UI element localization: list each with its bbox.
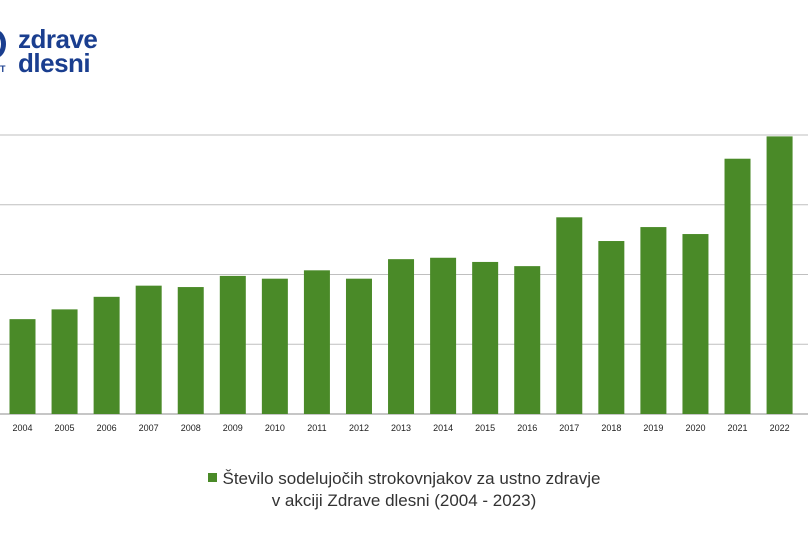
bar-2010 bbox=[261, 278, 288, 414]
bar-2006 bbox=[93, 296, 120, 414]
bar-2012 bbox=[345, 278, 372, 414]
x-tick-label-2008: 2008 bbox=[181, 423, 201, 433]
brand-logo: T zdrave dlesni bbox=[0, 24, 120, 80]
bar-2005 bbox=[51, 309, 78, 414]
logo-word-2: dlesni bbox=[18, 48, 91, 78]
bar-2022 bbox=[766, 136, 793, 414]
x-tick-label-2004: 2004 bbox=[12, 423, 32, 433]
x-tick-label-2021: 2021 bbox=[728, 423, 748, 433]
logo-small-text: T bbox=[0, 64, 6, 74]
x-tick-label-2005: 2005 bbox=[55, 423, 75, 433]
x-tick-label-2014: 2014 bbox=[433, 423, 453, 433]
bar-2019 bbox=[640, 227, 667, 414]
x-tick-label-2015: 2015 bbox=[475, 423, 495, 433]
legend-line-2: v akciji Zdrave dlesni (2004 - 2023) bbox=[271, 491, 537, 510]
x-tick-label-2017: 2017 bbox=[559, 423, 579, 433]
bar-2009 bbox=[219, 275, 246, 414]
bar-2013 bbox=[388, 259, 415, 414]
x-tick-label-2020: 2020 bbox=[685, 423, 705, 433]
bar-2015 bbox=[472, 261, 499, 414]
x-tick-label-2016: 2016 bbox=[517, 423, 537, 433]
bar-2014 bbox=[430, 257, 457, 414]
bar-2016 bbox=[514, 266, 541, 414]
bar-2017 bbox=[556, 217, 583, 414]
legend-line-1: Število sodelujočih strokovnjakov za ust… bbox=[0, 468, 808, 490]
logo-word-1: zdrave bbox=[18, 24, 98, 54]
x-tick-labels: 2004 2005 2006 2007 2008 2009 2010 2011 2012 2013… bbox=[12, 423, 789, 433]
bars bbox=[9, 136, 793, 414]
x-tick-label-2018: 2018 bbox=[601, 423, 621, 433]
bar-2021 bbox=[724, 158, 751, 414]
x-tick-label-2011: 2011 bbox=[307, 423, 326, 433]
bar-2008 bbox=[177, 287, 204, 414]
x-tick-label-2022: 2022 bbox=[770, 423, 790, 433]
bar-2011 bbox=[303, 270, 330, 414]
x-tick-label-2013: 2013 bbox=[391, 423, 411, 433]
bar-2004 bbox=[9, 319, 36, 414]
bar-2007 bbox=[135, 285, 162, 414]
legend-text-1: Število sodelujočih strokovnjakov za ust… bbox=[222, 469, 601, 488]
bar-chart: 2004 2005 2006 2007 2008 2009 2010 2011 2012 2013… bbox=[0, 134, 808, 433]
x-tick-label-2010: 2010 bbox=[265, 423, 285, 433]
bar-2018 bbox=[598, 241, 625, 414]
bar-2020 bbox=[682, 234, 709, 414]
x-tick-label-2019: 2019 bbox=[643, 423, 663, 433]
x-tick-label-2009: 2009 bbox=[223, 423, 243, 433]
x-tick-label-2007: 2007 bbox=[139, 423, 159, 433]
legend-swatch bbox=[207, 473, 217, 483]
x-tick-label-2012: 2012 bbox=[349, 423, 369, 433]
x-tick-label-2006: 2006 bbox=[97, 423, 117, 433]
legend: Število sodelujočih strokovnjakov za ust… bbox=[0, 468, 808, 512]
